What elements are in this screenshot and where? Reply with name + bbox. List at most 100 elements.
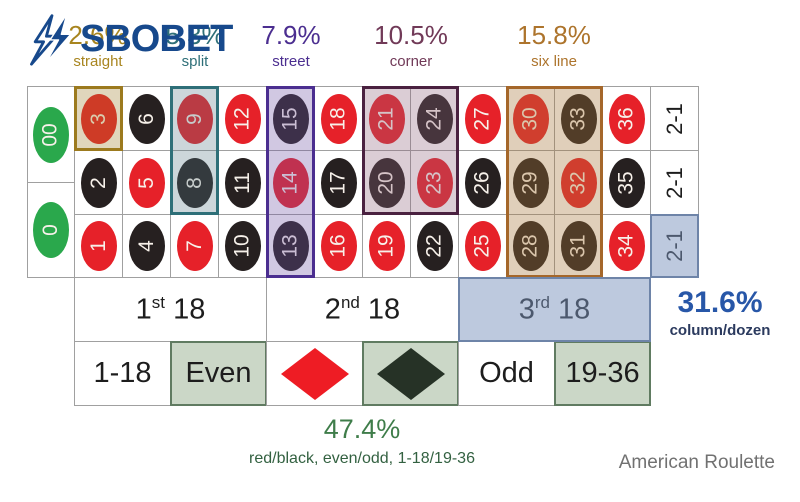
even-money-odds: 47.4% red/black, even/odd, 1-18/19-36 [162, 414, 562, 468]
number-pocket-6: 6 [128, 93, 165, 144]
number-cell-13[interactable]: 13 [266, 214, 315, 278]
column-bet-1[interactable]: 2-1 [650, 86, 699, 151]
highlight-corner [362, 86, 459, 215]
number-cell-12[interactable]: 12 [218, 86, 267, 151]
odds-value: 5.3% [165, 20, 225, 50]
odds-value: 10.5% [374, 20, 448, 50]
number-cell-28[interactable]: 28 [506, 214, 555, 278]
number-cell-33[interactable]: 33 [554, 86, 603, 151]
number-label: 34 [614, 234, 638, 258]
number-pocket-34: 34 [608, 221, 645, 271]
number-label: 22 [422, 234, 446, 258]
number-cell-25[interactable]: 25 [458, 214, 507, 278]
number-pocket-23: 23 [416, 157, 453, 208]
number-cell-26[interactable]: 26 [458, 150, 507, 215]
outside-bet-label: 19-36 [565, 357, 640, 389]
number-pocket-17: 17 [320, 157, 357, 208]
number-cell-5[interactable]: 5 [122, 150, 171, 215]
number-pocket-33: 33 [560, 93, 597, 144]
game-title: American Roulette [618, 452, 775, 473]
odds-label: straight [73, 53, 123, 70]
number-cell-23[interactable]: 23 [410, 150, 459, 215]
number-cell-6[interactable]: 6 [122, 86, 171, 151]
number-cell-1[interactable]: 1 [74, 214, 123, 278]
bet-odds-corner: 10.5% corner [346, 20, 476, 71]
number-pocket-28: 28 [512, 221, 549, 271]
even-money-odds-value: 47.4% [323, 414, 401, 444]
number-cell-2[interactable]: 2 [74, 150, 123, 215]
odds-label: split [181, 53, 209, 70]
number-pocket-14: 14 [272, 157, 309, 208]
number-pocket-18: 18 [320, 93, 357, 144]
number-label: 26 [470, 170, 494, 195]
number-cell-4[interactable]: 4 [122, 214, 171, 278]
number-label: 18 [326, 106, 350, 131]
column-dozen-odds-value: 31.6% [677, 286, 763, 319]
number-label: 1 [86, 240, 110, 252]
red-diamond-icon [280, 347, 350, 401]
number-cell-36[interactable]: 36 [602, 86, 651, 151]
dozen-bet-2[interactable]: 2nd 18 [266, 277, 459, 342]
number-pocket-27: 27 [464, 93, 501, 144]
number-cell-19[interactable]: 19 [362, 214, 411, 278]
dozen-bet-1[interactable]: 1st 18 [74, 277, 267, 342]
number-pocket-4: 4 [128, 221, 165, 271]
number-pocket-35: 35 [608, 157, 645, 208]
outside-bet-19-36[interactable]: 19-36 [554, 341, 651, 406]
dozen-bet-label: 1st 18 [135, 292, 206, 326]
number-cell-32[interactable]: 32 [554, 150, 603, 215]
number-cell-3[interactable]: 3 [74, 86, 123, 151]
number-pocket-16: 16 [320, 221, 357, 271]
number-cell-31[interactable]: 31 [554, 214, 603, 278]
number-pocket-24: 24 [416, 93, 453, 144]
number-label: 12 [230, 106, 254, 131]
number-cell-35[interactable]: 35 [602, 150, 651, 215]
number-pocket-3: 3 [80, 93, 117, 144]
number-label: 25 [470, 234, 494, 258]
bet-odds-split: 5.3% split [130, 20, 260, 71]
number-label: 5 [134, 176, 158, 189]
number-cell-22[interactable]: 22 [410, 214, 459, 278]
number-pocket-12: 12 [224, 93, 261, 144]
number-cell-0[interactable]: 0 [27, 182, 75, 278]
outside-bet-1-18[interactable]: 1-18 [74, 341, 171, 406]
number-cell-16[interactable]: 16 [314, 214, 363, 278]
number-cell-7[interactable]: 7 [170, 214, 219, 278]
highlight-street [266, 86, 315, 278]
highlight-split [170, 86, 219, 215]
outside-bet-even[interactable]: Even [170, 341, 267, 406]
number-cell-10[interactable]: 10 [218, 214, 267, 278]
number-cell-20[interactable]: 20 [362, 150, 411, 215]
number-pocket-30: 30 [512, 93, 549, 144]
number-cell-27[interactable]: 27 [458, 86, 507, 151]
column-bet-2[interactable]: 2-1 [650, 150, 699, 215]
even-money-odds-label: red/black, even/odd, 1-18/19-36 [249, 450, 475, 467]
odds-value: 15.8% [517, 20, 591, 50]
number-pocket-29: 29 [512, 157, 549, 208]
bet-odds-street: 7.9% street [226, 20, 356, 71]
number-pocket-20: 20 [368, 157, 405, 208]
brand-logo[interactable]: SBOBET [24, 10, 233, 68]
column-dozen-odds: 31.6% column/dozen [648, 286, 792, 339]
number-pocket-31: 31 [560, 221, 597, 271]
number-label: 36 [614, 106, 638, 131]
number-cell-11[interactable]: 11 [218, 150, 267, 215]
number-cell-30[interactable]: 30 [506, 86, 555, 151]
odds-value: 7.9% [261, 20, 321, 50]
number-pocket-36: 36 [608, 93, 645, 144]
odds-value: 2.6% [68, 20, 128, 50]
black-diamond-icon [376, 347, 446, 401]
number-pocket-26: 26 [464, 157, 501, 208]
outside-bet-black[interactable] [362, 341, 459, 406]
lightning-bolt-icon [24, 10, 80, 68]
number-cell-00[interactable]: 00 [27, 86, 75, 183]
number-pocket-1: 1 [80, 221, 117, 271]
outside-bet-odd[interactable]: Odd [458, 341, 555, 406]
number-cell-18[interactable]: 18 [314, 86, 363, 151]
outside-bet-red[interactable] [266, 341, 363, 406]
number-cell-34[interactable]: 34 [602, 214, 651, 278]
number-pocket-22: 22 [416, 221, 453, 271]
number-cell-29[interactable]: 29 [506, 150, 555, 215]
number-cell-17[interactable]: 17 [314, 150, 363, 215]
